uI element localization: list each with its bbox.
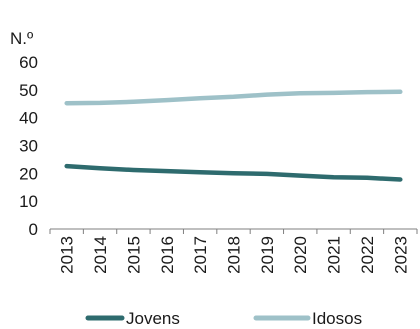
x-tick-label: 2022 (358, 236, 377, 274)
x-tick-label: 2019 (258, 236, 277, 274)
x-tick-label: 2020 (291, 236, 310, 274)
y-tick-label: 30 (19, 137, 38, 156)
y-tick-label: 60 (19, 53, 38, 72)
y-axis-label: N.º (10, 29, 33, 48)
y-tick-label: 20 (19, 164, 38, 183)
legend-label-idosos: Idosos (312, 309, 362, 328)
x-tick-label: 2021 (325, 236, 344, 274)
legend: Jovens Idosos (85, 309, 362, 328)
x-tick-label: 2018 (225, 236, 244, 274)
y-axis: 0 10 20 30 40 50 60 (19, 53, 38, 239)
x-tick-label: 2014 (91, 236, 110, 274)
legend-label-jovens: Jovens (126, 309, 180, 328)
x-tick-label: 2023 (391, 236, 410, 274)
y-tick-label: 40 (19, 109, 38, 128)
series-lines (64, 89, 403, 182)
y-tick-label: 0 (29, 220, 38, 239)
y-tick-label: 50 (19, 81, 38, 100)
y-tick-label: 10 (19, 192, 38, 211)
x-tick-label: 2017 (191, 236, 210, 274)
series-line-idosos (64, 89, 403, 106)
x-axis: 2013 2014 2015 2016 2017 2018 2019 2020 2021 2022… (49, 228, 418, 274)
x-tick-label: 2013 (58, 236, 77, 274)
series-line-jovens (64, 163, 403, 182)
x-tick-label: 2015 (124, 236, 143, 274)
x-tick-label: 2016 (158, 236, 177, 274)
